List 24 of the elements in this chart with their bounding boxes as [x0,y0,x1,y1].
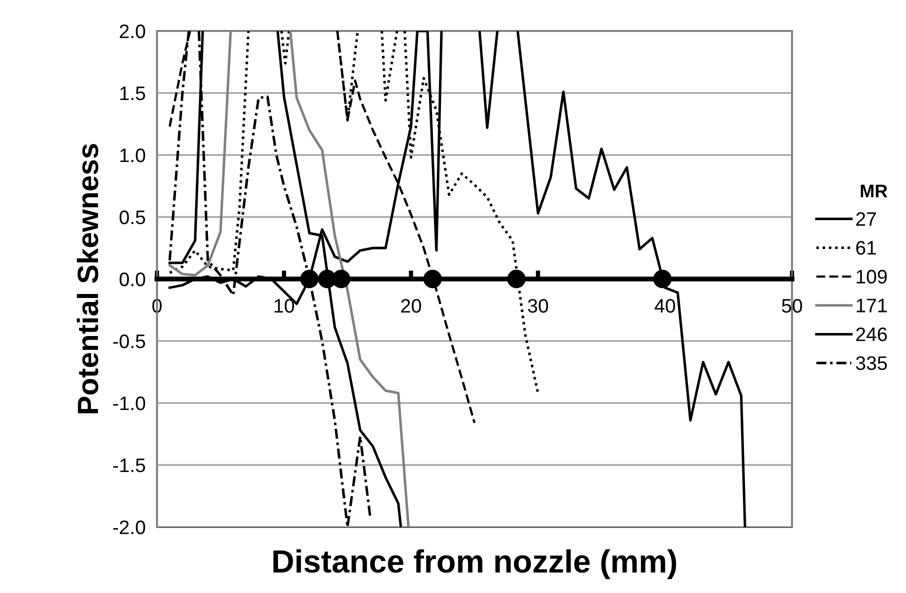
y-tick-label: -0.5 [113,334,146,348]
legend-label: 171 [856,298,887,312]
legend-label: 335 [856,356,887,370]
y-axis-title: Potential Skewness [76,144,98,414]
y-tick-label: 0.0 [120,272,146,286]
legend-label: 109 [856,270,887,284]
x-tick-label: 40 [654,298,676,313]
y-tick-label: 1.0 [120,148,146,162]
x-tick-label: 0 [152,298,162,313]
x-tick-label: 10 [274,298,294,313]
x-axis-title: Distance from nozzle (mm) [273,549,676,580]
y-tick-label: 2.0 [120,24,146,38]
y-tick-label: -1.0 [113,396,146,410]
x-tick-label: 50 [782,298,802,313]
legend-label: 27 [856,212,876,226]
legend-label: 61 [856,240,876,255]
y-tick-label: -1.5 [113,458,146,472]
y-tick-label: 1.5 [120,86,146,100]
x-tick-label: 20 [401,298,422,313]
legend-title: MR [860,184,888,198]
y-tick-label: 0.5 [120,210,146,224]
x-tick-label: 30 [528,298,548,313]
legend-label: 246 [856,327,887,342]
y-tick-label: -2.0 [113,520,146,534]
